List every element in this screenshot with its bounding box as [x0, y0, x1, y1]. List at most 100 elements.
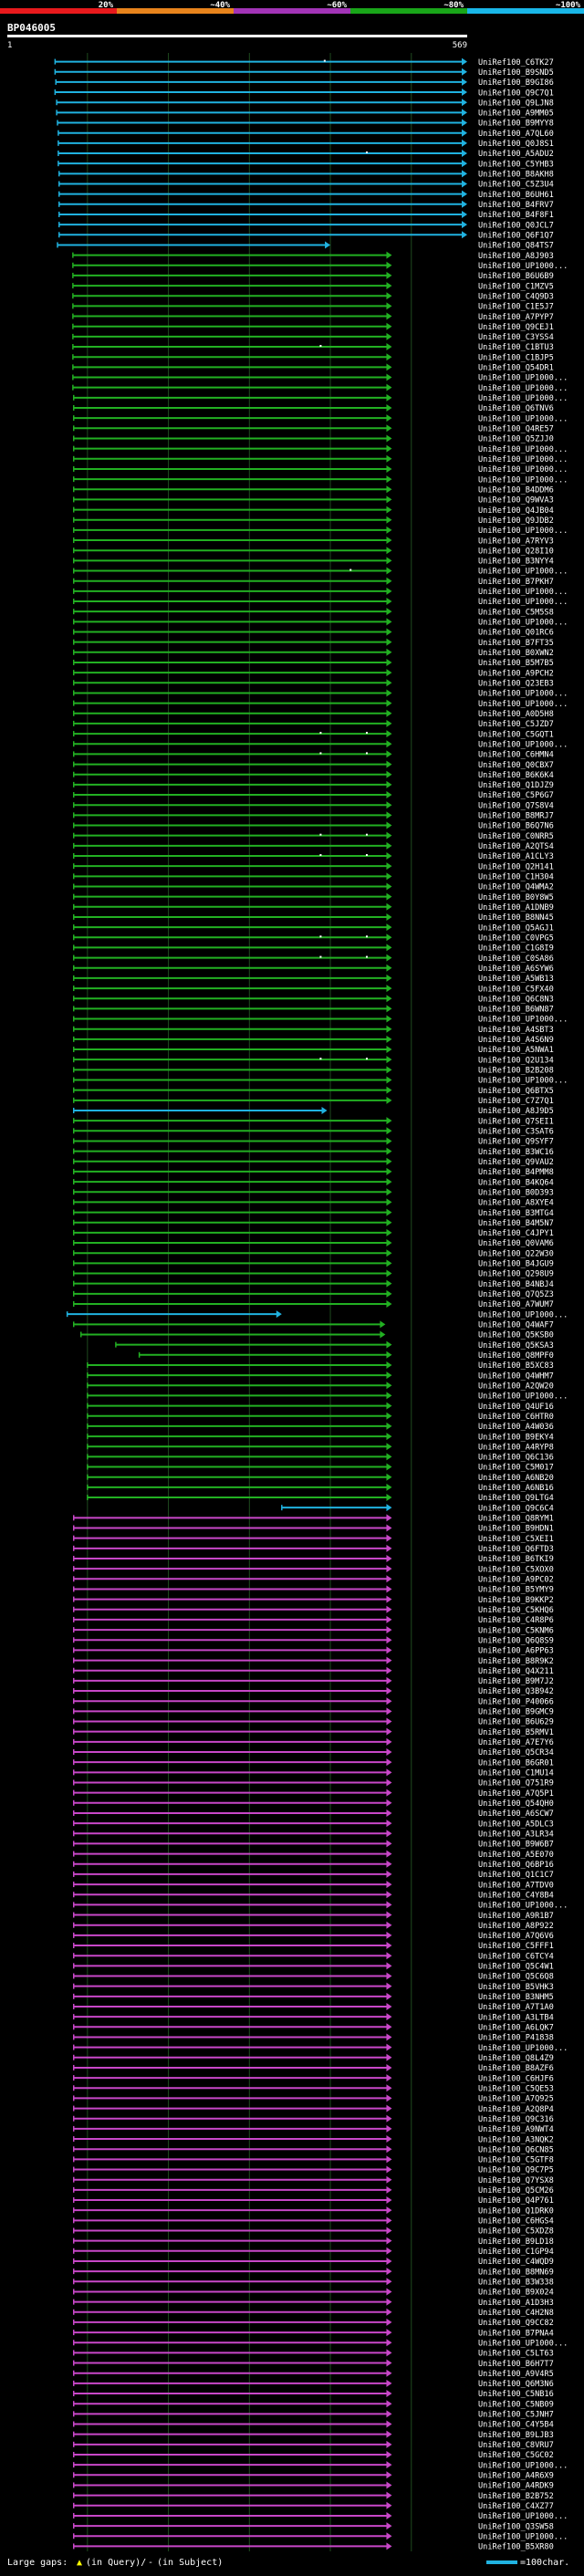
hit-row[interactable]: UniRef100_B4JGU9	[73, 1259, 554, 1269]
hit-row[interactable]: UniRef100_C5GC02	[73, 2450, 554, 2460]
hit-label[interactable]: UniRef100_Q9SYF7	[478, 1138, 554, 1147]
hit-label[interactable]: UniRef100_A1DNB9	[478, 903, 554, 913]
hit-row[interactable]: UniRef100_C5QE53	[73, 2084, 554, 2093]
hit-label[interactable]: UniRef100_C5JNH7	[478, 2411, 554, 2420]
hit-label[interactable]: UniRef100_C4R8P6	[478, 1616, 554, 1625]
hit-row[interactable]: UniRef100_B6U629	[73, 1717, 554, 1727]
hit-row[interactable]: UniRef100_Q9C7Q1	[54, 89, 554, 98]
hit-label[interactable]: UniRef100_UP1000...	[478, 2532, 568, 2541]
hit-label[interactable]: UniRef100_C6TK27	[478, 58, 554, 68]
hit-label[interactable]: UniRef100_B8AKH8	[478, 171, 554, 180]
hit-row[interactable]: UniRef100_Q8RYM1	[73, 1514, 554, 1524]
hit-label[interactable]: UniRef100_B8AZF6	[478, 2064, 554, 2073]
hit-row[interactable]: UniRef100_B3WC16	[73, 1147, 554, 1157]
hit-row[interactable]: UniRef100_C5XEI1	[73, 1534, 554, 1544]
hit-label[interactable]: UniRef100_A4RYP8	[478, 1443, 554, 1452]
hit-row[interactable]: UniRef100_Q4JB04	[73, 506, 554, 516]
hit-label[interactable]: UniRef100_C1GP94	[478, 2247, 554, 2257]
hit-row[interactable]: UniRef100_Q4WHM7	[87, 1371, 554, 1381]
hit-label[interactable]: UniRef100_Q84TS7	[478, 242, 554, 251]
hit-label[interactable]: UniRef100_A7PYP7	[478, 313, 554, 322]
hit-row[interactable]: UniRef100_Q9LJN8	[56, 99, 554, 108]
hit-label[interactable]: UniRef100_C1MU14	[478, 1769, 554, 1778]
hit-label[interactable]: UniRef100_B4JGU9	[478, 1260, 554, 1269]
hit-label[interactable]: UniRef100_C4H2N8	[478, 2309, 554, 2318]
hit-row[interactable]: UniRef100_A7Q6V6	[73, 1931, 554, 1941]
hit-label[interactable]: UniRef100_P40066	[478, 1697, 554, 1706]
hit-label[interactable]: UniRef100_UP1000...	[478, 740, 568, 749]
hit-row[interactable]: UniRef100_Q3SW58	[73, 2522, 554, 2531]
hit-label[interactable]: UniRef100_B5VHK3	[478, 1983, 554, 1992]
hit-row[interactable]: UniRef100_B8MN69	[73, 2268, 554, 2277]
hit-row[interactable]: UniRef100_Q0J8S1	[57, 139, 554, 149]
hit-row[interactable]: UniRef100_B5M7B5	[73, 658, 554, 668]
hit-label[interactable]: UniRef100_Q0CBX7	[478, 761, 554, 770]
hit-label[interactable]: UniRef100_Q6BP16	[478, 1861, 554, 1870]
hit-row[interactable]: UniRef100_C3YSS4	[72, 332, 554, 342]
hit-row[interactable]: UniRef100_A0D5H8	[73, 709, 554, 719]
hit-label[interactable]: UniRef100_UP1000...	[478, 455, 568, 464]
hit-row[interactable]: UniRef100_C5XOX0	[73, 1565, 554, 1574]
hit-label[interactable]: UniRef100_Q2U134	[478, 1056, 554, 1065]
hit-label[interactable]: UniRef100_A9NWT4	[478, 2125, 554, 2134]
hit-label[interactable]: UniRef100_A0D5H8	[478, 710, 554, 719]
hit-row[interactable]: UniRef100_UP1000...	[73, 618, 568, 628]
hit-row[interactable]: UniRef100_Q1DRK0	[73, 2206, 554, 2216]
hit-row[interactable]: UniRef100_C1MZV5	[72, 282, 554, 291]
hit-label[interactable]: UniRef100_UP1000...	[478, 2044, 568, 2053]
hit-row[interactable]: UniRef100_B9M7J2	[73, 1676, 554, 1686]
hit-label[interactable]: UniRef100_A3LR34	[478, 1830, 554, 1839]
hit-row[interactable]: UniRef100_Q4WAF7	[73, 1320, 554, 1330]
hit-row[interactable]: UniRef100_UP1000...	[73, 2339, 568, 2348]
hit-label[interactable]: UniRef100_C4XZ77	[478, 2502, 554, 2511]
hit-label[interactable]: UniRef100_C8VRU7	[478, 2441, 554, 2450]
hit-label[interactable]: UniRef100_UP1000...	[478, 568, 568, 577]
hit-row[interactable]: UniRef100_C5P6G7	[73, 791, 554, 800]
hit-row[interactable]: UniRef100_UP1000...	[72, 373, 568, 383]
hit-label[interactable]: UniRef100_B9KKP2	[478, 1596, 554, 1605]
hit-label[interactable]: UniRef100_B9MYY8	[478, 120, 554, 129]
hit-label[interactable]: UniRef100_C5P6G7	[478, 791, 554, 800]
hit-label[interactable]: UniRef100_Q9CC82	[478, 2319, 554, 2328]
hit-label[interactable]: UniRef100_C5NB09	[478, 2400, 554, 2409]
hit-row[interactable]: UniRef100_Q9WVA3	[73, 495, 554, 506]
hit-row[interactable]: UniRef100_A4RYP8	[87, 1443, 554, 1452]
hit-row[interactable]: UniRef100_Q0VAM6	[73, 1239, 554, 1248]
hit-label[interactable]: UniRef100_C6TCY4	[478, 1952, 554, 1961]
hit-row[interactable]: UniRef100_B5YMY9	[73, 1585, 554, 1595]
hit-row[interactable]: UniRef100_A9NWT4	[73, 2124, 554, 2134]
hit-row[interactable]: UniRef100_A4RDK9	[73, 2481, 554, 2491]
hit-row[interactable]: UniRef100_C5JZD7	[73, 719, 554, 729]
hit-row[interactable]: UniRef100_Q4X211	[73, 1666, 554, 1676]
hit-label[interactable]: UniRef100_UP1000...	[478, 2512, 568, 2521]
hit-row[interactable]: UniRef100_C4H2N8	[73, 2308, 554, 2318]
hit-row[interactable]: UniRef100_B6UH61	[58, 190, 554, 200]
hit-row[interactable]: UniRef100_B9GMC9	[73, 1707, 554, 1717]
hit-label[interactable]: UniRef100_P41838	[478, 2034, 554, 2043]
hit-row[interactable]: UniRef100_Q6TNV6	[73, 403, 554, 413]
hit-label[interactable]: UniRef100_Q9LJN8	[478, 99, 554, 108]
hit-row[interactable]: UniRef100_Q6M3N6	[73, 2379, 554, 2389]
hit-label[interactable]: UniRef100_A4SBT3	[478, 1026, 554, 1035]
hit-row[interactable]: UniRef100_A4SBT3	[73, 1025, 554, 1035]
hit-label[interactable]: UniRef100_Q1DJZ9	[478, 781, 554, 790]
hit-label[interactable]: UniRef100_A9MM05	[478, 110, 554, 119]
hit-row[interactable]: UniRef100_Q298U9	[73, 1269, 554, 1279]
hit-row[interactable]: UniRef100_A8J903	[72, 251, 554, 261]
hit-row[interactable]: UniRef100_Q01RC6	[73, 628, 554, 638]
hit-row[interactable]: UniRef100_C6HGS4	[73, 2216, 554, 2227]
hit-label[interactable]: UniRef100_C5GC02	[478, 2451, 554, 2460]
hit-label[interactable]: UniRef100_Q4WHM7	[478, 1371, 554, 1381]
hit-row[interactable]: UniRef100_A6SCW7	[73, 1809, 554, 1819]
hit-row[interactable]: UniRef100_B9W6B7	[73, 1840, 554, 1850]
hit-row[interactable]: UniRef100_B9HDN1	[73, 1524, 554, 1534]
hit-row[interactable]: UniRef100_B4PMM8	[73, 1167, 554, 1177]
hit-label[interactable]: UniRef100_C4JPY1	[478, 1229, 554, 1238]
hit-row[interactable]: UniRef100_B4M5N7	[73, 1218, 554, 1228]
hit-row[interactable]: UniRef100_A6NB20	[87, 1473, 554, 1483]
hit-label[interactable]: UniRef100_UP1000...	[478, 394, 568, 403]
hit-label[interactable]: UniRef100_B4PMM8	[478, 1168, 554, 1177]
hit-row[interactable]: UniRef100_B5VHK3	[73, 1982, 554, 1992]
hit-row[interactable]: UniRef100_B9LJB3	[73, 2430, 554, 2440]
hit-label[interactable]: UniRef100_B8NN45	[478, 913, 554, 923]
